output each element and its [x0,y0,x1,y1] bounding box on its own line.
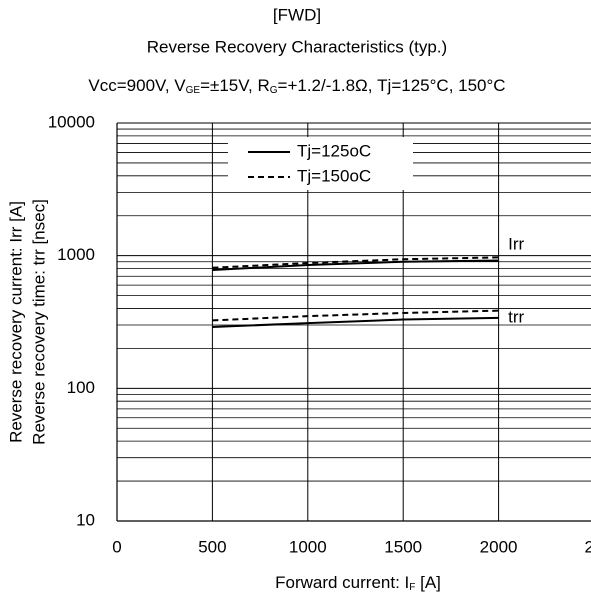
y-tick-label: 100 [67,378,95,397]
text-part: [A] [415,573,441,592]
conditions: Vcc=900V, VGE=±15V, RG=+1.2/-1.8Ω, Tj=12… [88,76,505,95]
text-part: =±15V, R [200,76,270,95]
chart-subtitle: Reverse Recovery Characteristics (typ.) [147,37,447,56]
legend-label: Tj=125oC [297,141,371,160]
series-line [212,316,499,328]
x-tick-label: 0 [112,537,121,556]
annotation: trr [508,307,524,326]
x-tick-label: 1000 [289,537,327,556]
legend-box [228,137,413,190]
y-tick-label: 1000 [57,245,95,264]
series-line [212,256,499,269]
x-axis-label: Forward current: IF [A] [275,573,441,592]
subscript: GE [186,85,201,96]
chart-title: [FWD] [273,5,321,24]
subscript: G [270,85,278,96]
legend-label: Tj=150oC [297,166,371,185]
text-part: Forward current: I [275,573,409,592]
x-tick-label: 500 [198,537,226,556]
x-tick-label: 2000 [480,537,518,556]
y-axis-label: Reverse recovery current: Irr [A] [6,201,25,443]
x-tick-label: 25 [585,537,591,556]
y-tick-label: 10 [76,510,95,529]
annotation: Irr [508,235,524,254]
x-tick-label: 1500 [384,537,422,556]
series-line [212,309,499,322]
subscript: F [409,582,415,593]
text-part: =+1.2/-1.8Ω, Tj=125°C, 150°C [278,76,506,95]
y-axis-label: Reverse recovery time: trr [nsec] [29,199,48,445]
series-line [212,259,499,271]
y-tick-label: 10000 [48,112,95,131]
text-part: Vcc=900V, V [88,76,186,95]
